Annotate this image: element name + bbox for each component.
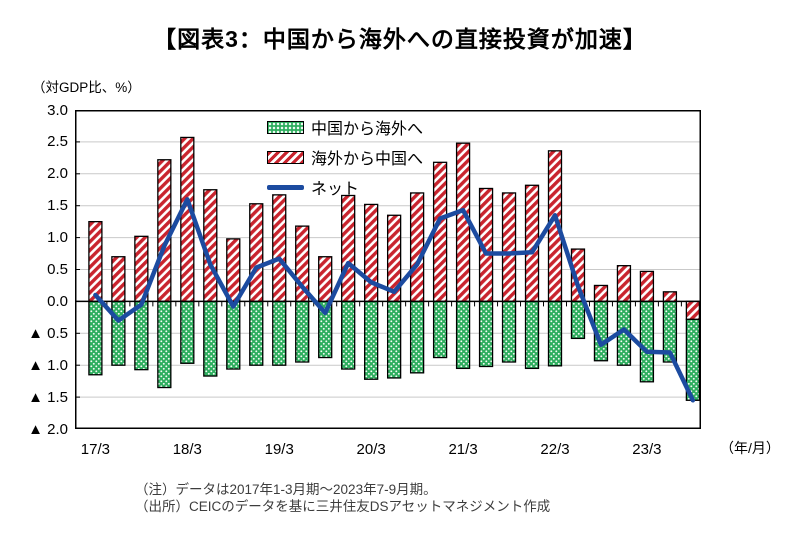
red-striped-bar-swatch <box>267 150 304 164</box>
footnotes: （注）データは2017年1-3月期～2023年7-9月期。 （出所）CEICのデ… <box>135 481 550 515</box>
source-line: （出所）CEICのデータを基に三井住友DSアセットマネジメント作成 <box>135 499 551 514</box>
y-tick-label: 0.5 <box>47 261 68 278</box>
y-tick-label: 3.0 <box>47 101 68 119</box>
y-tick-label: ▲ 0.5 <box>28 324 68 342</box>
x-tick-label: 20/3 <box>356 441 386 458</box>
x-tick-label: 17/3 <box>80 441 110 458</box>
y-tick-label: ▲ 1.0 <box>28 356 68 374</box>
x-tick-label: 22/3 <box>540 441 570 458</box>
chart-title: 【図表3：中国から海外への直接投資が加速】 <box>153 26 647 52</box>
legend-label-inflow: 海外から中国へ <box>311 151 424 168</box>
bar-series-china-to-overseas <box>88 300 701 401</box>
x-axis-unit-label: （年/月） <box>720 440 780 456</box>
green-dotted-bar-swatch <box>267 120 304 134</box>
x-tick-label: 21/3 <box>448 441 478 458</box>
y-tick-label: ▲ 1.5 <box>28 388 68 406</box>
y-tick-label: 1.5 <box>47 197 68 215</box>
plot-area <box>75 110 701 429</box>
chart-legend: 中国から海外へ 海外から中国へ ネット <box>267 112 423 202</box>
x-tick-label: 19/3 <box>264 441 294 458</box>
net-line <box>93 197 696 403</box>
x-tick-label: 23/3 <box>632 441 662 458</box>
y-tick-label: 0.0 <box>47 292 68 310</box>
legend-item-outflow: 中国から海外へ <box>267 112 423 142</box>
legend-item-net: ネット <box>267 172 423 202</box>
y-tick-label: 2.0 <box>47 165 68 183</box>
x-tick-label: 18/3 <box>172 441 202 458</box>
legend-item-inflow: 海外から中国へ <box>267 142 423 172</box>
y-axis-unit-label: （対GDP比、%） <box>32 80 141 95</box>
note-line: （注）データは2017年1-3月期～2023年7-9月期。 <box>135 482 437 497</box>
y-tick-label: ▲ 2.0 <box>28 420 68 438</box>
legend-label-outflow: 中国から海外へ <box>311 121 424 138</box>
blue-line-swatch <box>267 184 304 190</box>
chart-canvas <box>75 110 701 429</box>
y-tick-label: 1.0 <box>47 229 68 247</box>
legend-label-net: ネット <box>311 181 360 198</box>
y-tick-label: 2.5 <box>47 133 68 151</box>
